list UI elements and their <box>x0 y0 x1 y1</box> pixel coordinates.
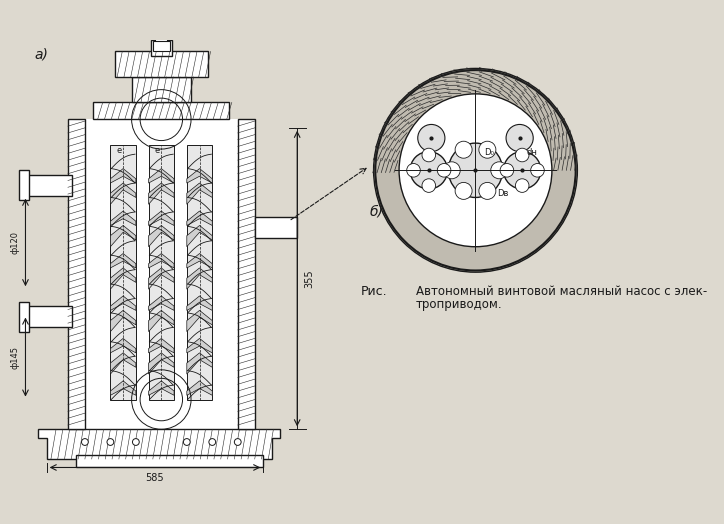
Circle shape <box>399 94 552 247</box>
Polygon shape <box>110 339 136 353</box>
Circle shape <box>455 141 472 158</box>
Bar <box>255 217 297 238</box>
Circle shape <box>82 439 88 445</box>
Text: ф145: ф145 <box>11 346 20 368</box>
Polygon shape <box>148 183 174 204</box>
Polygon shape <box>187 353 212 374</box>
Polygon shape <box>110 183 136 204</box>
Bar <box>93 102 230 119</box>
Bar <box>187 145 212 400</box>
Circle shape <box>531 163 544 177</box>
Circle shape <box>500 163 514 177</box>
Polygon shape <box>85 119 237 429</box>
Circle shape <box>479 141 496 158</box>
Polygon shape <box>110 381 136 395</box>
Circle shape <box>422 148 436 162</box>
Bar <box>148 145 174 400</box>
Text: e: e <box>154 146 160 155</box>
Circle shape <box>410 151 447 189</box>
Circle shape <box>515 179 529 192</box>
Polygon shape <box>110 310 136 332</box>
Polygon shape <box>148 339 174 353</box>
Bar <box>114 51 208 77</box>
Polygon shape <box>187 183 212 204</box>
Bar <box>132 77 191 102</box>
Bar <box>25 306 72 328</box>
Polygon shape <box>148 310 174 332</box>
Circle shape <box>515 148 529 162</box>
Circle shape <box>107 439 114 445</box>
Polygon shape <box>187 310 212 332</box>
Circle shape <box>375 70 576 270</box>
Circle shape <box>503 151 541 189</box>
Circle shape <box>183 439 190 445</box>
Polygon shape <box>187 268 212 289</box>
Bar <box>19 302 29 332</box>
Polygon shape <box>187 225 212 247</box>
Polygon shape <box>110 268 136 289</box>
Polygon shape <box>148 211 174 225</box>
Circle shape <box>455 182 472 199</box>
Polygon shape <box>148 381 174 395</box>
Text: e: e <box>117 146 122 155</box>
Polygon shape <box>68 119 85 429</box>
Polygon shape <box>187 254 212 268</box>
Circle shape <box>132 439 139 445</box>
Polygon shape <box>148 225 174 247</box>
Polygon shape <box>148 296 174 310</box>
Polygon shape <box>110 225 136 247</box>
Circle shape <box>448 143 502 198</box>
Circle shape <box>437 163 451 177</box>
Bar <box>25 174 72 196</box>
Polygon shape <box>77 455 264 467</box>
Text: dн: dн <box>526 148 537 157</box>
Text: а): а) <box>34 47 48 61</box>
Polygon shape <box>110 254 136 268</box>
Polygon shape <box>148 254 174 268</box>
Polygon shape <box>110 211 136 225</box>
Bar <box>19 170 29 200</box>
Circle shape <box>491 162 508 179</box>
Bar <box>110 145 136 400</box>
Polygon shape <box>187 211 212 225</box>
Polygon shape <box>148 353 174 374</box>
Text: ф120: ф120 <box>11 231 20 254</box>
Polygon shape <box>110 353 136 374</box>
Polygon shape <box>148 268 174 289</box>
Polygon shape <box>187 169 212 183</box>
Text: 355: 355 <box>304 270 314 288</box>
Text: Автономный винтовой масляный насос с элек-: Автономный винтовой масляный насос с эле… <box>416 285 707 298</box>
Polygon shape <box>237 119 255 429</box>
Polygon shape <box>110 296 136 310</box>
Text: троприводом.: троприводом. <box>416 298 502 311</box>
Bar <box>156 35 167 43</box>
Circle shape <box>209 439 216 445</box>
Polygon shape <box>148 169 174 183</box>
Circle shape <box>479 182 496 199</box>
Text: 585: 585 <box>146 473 164 484</box>
Circle shape <box>506 124 534 151</box>
Polygon shape <box>187 339 212 353</box>
Polygon shape <box>38 429 280 459</box>
Circle shape <box>374 69 577 272</box>
Circle shape <box>443 162 460 179</box>
Polygon shape <box>110 169 136 183</box>
Circle shape <box>422 179 436 192</box>
Text: Рис.: Рис. <box>361 285 387 298</box>
Polygon shape <box>187 296 212 310</box>
Text: б): б) <box>369 204 383 219</box>
Circle shape <box>418 124 445 151</box>
Polygon shape <box>187 381 212 395</box>
Bar <box>153 41 170 51</box>
Text: Dв: Dв <box>497 189 508 198</box>
Circle shape <box>407 163 421 177</box>
Bar <box>151 40 172 56</box>
Circle shape <box>235 439 241 445</box>
Text: D₀: D₀ <box>484 148 494 157</box>
